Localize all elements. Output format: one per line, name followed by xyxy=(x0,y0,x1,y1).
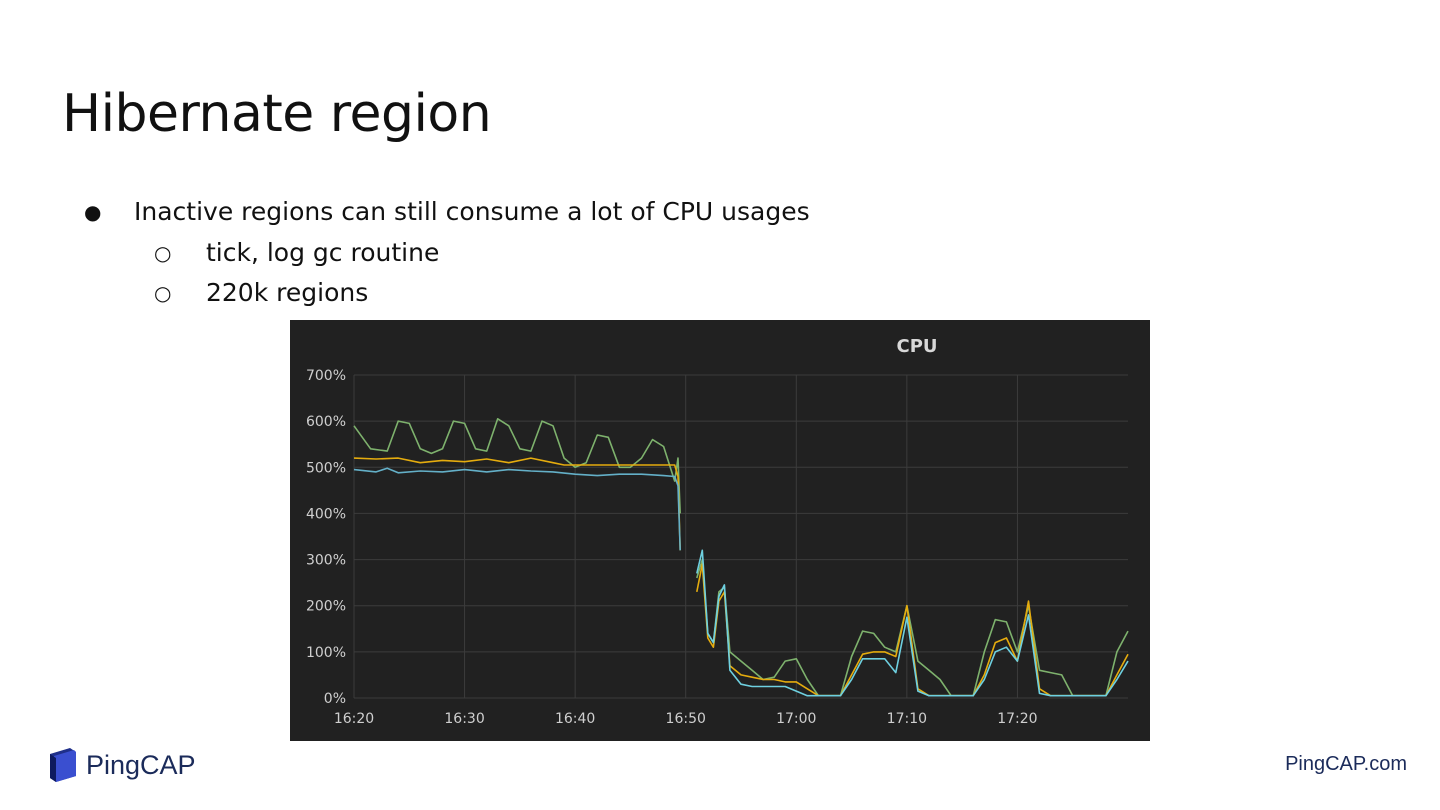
x-tick-label: 17:20 xyxy=(997,711,1037,727)
y-tick-label: 700% xyxy=(306,368,346,384)
sub-bullet-text: 220k regions xyxy=(206,278,369,307)
cpu-chart: 0% 100% 200% 300% 400% 500% 600% 700% 16:20 16:30… xyxy=(306,336,1129,727)
y-tick-label: 200% xyxy=(306,599,346,615)
sub-bullet-marker: ○ xyxy=(154,281,172,305)
y-tick-label: 600% xyxy=(306,414,346,430)
x-tick-label: 17:10 xyxy=(887,711,927,727)
series-line xyxy=(696,549,1129,697)
x-tick-label: 17:00 xyxy=(776,711,816,727)
cpu-chart-panel: 0% 100% 200% 300% 400% 500% 600% 700% 16:20 16:30… xyxy=(290,320,1150,741)
y-tick-label: 300% xyxy=(306,553,346,569)
sub-bullet-marker: ○ xyxy=(154,241,172,265)
series-line xyxy=(696,558,1129,697)
x-tick-label: 16:30 xyxy=(444,711,484,727)
x-tick-label: 16:50 xyxy=(666,711,706,727)
series-line xyxy=(353,467,681,551)
sub-bullet-text: tick, log gc routine xyxy=(206,238,440,267)
series-line xyxy=(353,418,681,514)
footer-url[interactable]: PingCAP.com xyxy=(1285,753,1407,775)
x-tick-label: 16:20 xyxy=(334,711,374,727)
chart-title: CPU xyxy=(896,336,937,357)
bullet-text: Inactive regions can still consume a lot… xyxy=(134,197,810,226)
y-tick-label: 400% xyxy=(306,506,346,522)
y-tick-label: 100% xyxy=(306,645,346,661)
y-tick-label: 0% xyxy=(324,691,346,707)
x-tick-label: 16:40 xyxy=(555,711,595,727)
pingcap-logo-icon xyxy=(50,748,76,782)
bullet-marker: ● xyxy=(84,200,102,224)
series-line xyxy=(353,457,681,551)
logo-wordmark: PingCAP xyxy=(86,750,196,780)
slide-title: Hibernate region xyxy=(62,84,492,144)
y-tick-label: 500% xyxy=(306,460,346,476)
